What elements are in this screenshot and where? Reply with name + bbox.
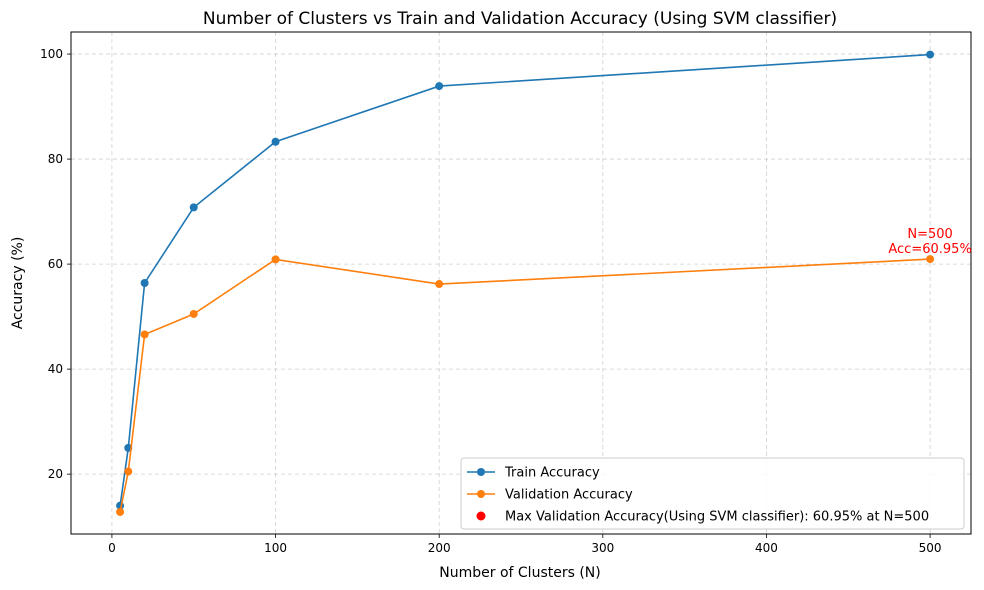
x-tick-label: 0 [108, 541, 116, 555]
axis-ticks: 0 100 200 300 400 500 20 40 60 80 100 [40, 47, 941, 555]
y-tick-label: 100 [40, 47, 63, 61]
series-1-point [189, 309, 198, 318]
series-1-point [124, 467, 133, 476]
legend-swatch-marker [476, 511, 486, 521]
legend-label: Max Validation Accuracy(Using SVM classi… [505, 510, 929, 525]
y-tick-label: 40 [48, 362, 63, 376]
annotation-line-2: Acc=60.95% [888, 242, 971, 257]
series-0-point [435, 82, 444, 91]
series-0-point [926, 50, 935, 59]
series-1-point [140, 330, 149, 339]
x-tick-label: 300 [591, 541, 614, 555]
series-1-point [926, 255, 935, 264]
series-1-point [116, 507, 125, 516]
legend-swatch-marker [477, 468, 485, 476]
x-tick-label: 500 [919, 541, 942, 555]
legend-label: Train Accuracy [504, 466, 600, 481]
x-tick-label: 400 [755, 541, 778, 555]
y-tick-label: 80 [48, 152, 63, 166]
series-0-point [189, 203, 198, 212]
y-axis-label: Accuracy (%) [10, 237, 26, 330]
y-tick-label: 60 [48, 257, 63, 271]
series-1-point [271, 255, 280, 264]
legend-swatch-marker [477, 490, 485, 498]
legend-label: Validation Accuracy [505, 488, 633, 503]
series-0-point [271, 137, 280, 146]
x-axis-label: Number of Clusters (N) [439, 565, 600, 581]
y-tick-label: 20 [48, 467, 63, 481]
series-0-point [140, 279, 149, 287]
legend-box [460, 457, 965, 530]
x-tick-label: 100 [264, 541, 287, 555]
annotation-line-1: N=500 [907, 227, 952, 242]
series [116, 50, 935, 516]
legend: Train Accuracy Validation Accuracy Max Val… [460, 457, 965, 530]
x-tick-label: 200 [428, 541, 451, 555]
series-1-point [435, 280, 444, 289]
chart-title: Number of Clusters vs Train and Validati… [203, 9, 837, 29]
plot-frame [70, 31, 972, 535]
